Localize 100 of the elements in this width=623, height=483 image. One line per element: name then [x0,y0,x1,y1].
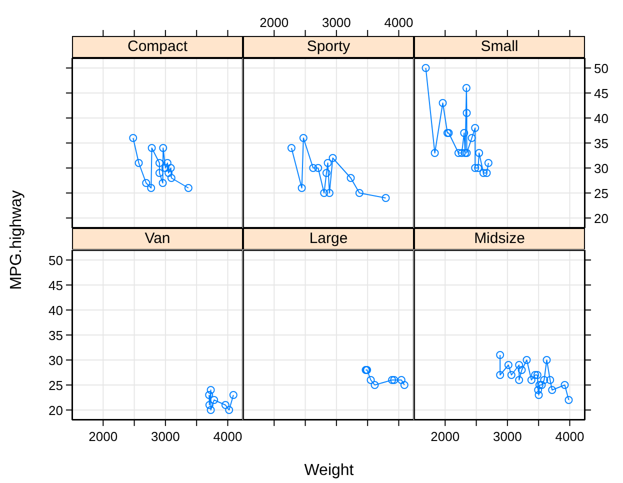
point [460,129,468,137]
point [515,376,524,384]
point [164,169,173,177]
point [147,184,156,192]
point [522,356,531,364]
y-tick-label: 50 [594,61,608,76]
point [548,386,556,394]
x-axis-title: Weight [303,462,355,480]
point [129,134,138,142]
y-tick-label: 30 [48,353,63,368]
x-tick-label: 2000 [260,15,289,30]
point [148,144,156,152]
point [564,396,573,404]
x-tick-label: 4000 [384,15,414,30]
point [533,371,542,379]
point [324,159,332,167]
point [518,366,526,374]
point [229,391,238,399]
point [538,381,546,389]
y-tick-label: 20 [48,403,63,418]
y-axis-title: MPG.highway [8,189,26,292]
point [468,134,476,142]
chart-title: Van [72,228,243,250]
point [507,371,516,379]
point [540,376,548,384]
point [534,386,542,394]
point [462,109,471,117]
y-tick-label: 20 [594,211,608,226]
point [535,381,544,389]
point [287,144,296,152]
point [134,159,143,167]
x-tick-label: 2000 [88,429,118,444]
point [158,179,167,187]
point [299,134,308,142]
point [479,169,488,177]
point [206,406,215,414]
point [298,184,306,192]
point [205,401,214,409]
x-tick-label: 2000 [430,429,460,444]
point [142,179,150,187]
chart-title: Large [243,228,414,250]
y-tick-label: 35 [594,136,608,151]
point [542,356,551,364]
x-tick-label: 3000 [322,15,351,30]
point [496,371,504,379]
point [167,174,176,182]
point [527,376,536,384]
point [422,64,430,72]
point [163,159,172,167]
point [482,169,491,177]
point [475,149,484,157]
point [471,124,480,132]
point [325,189,334,197]
point [155,159,164,167]
point [462,84,470,92]
y-tick-label: 35 [48,328,63,343]
y-tick-label: 45 [48,278,63,293]
point [309,164,318,172]
point [484,159,492,167]
point [346,174,355,182]
point [471,164,480,172]
y-tick-label: 50 [48,253,63,268]
y-tick-label: 30 [594,161,608,176]
y-tick-label: 40 [48,303,63,318]
chart-title: Sporty [243,36,414,58]
point [454,149,462,157]
point [225,406,234,414]
point [320,189,328,197]
point [458,149,466,157]
point [515,361,524,369]
y-tick-label: 25 [594,186,608,201]
point [221,401,230,409]
point [496,351,504,359]
chart-title: Compact [72,36,243,58]
point [546,376,554,384]
point [430,149,439,157]
x-tick-label: 4000 [555,429,584,444]
point [184,184,192,192]
y-tick-label: 25 [48,378,63,393]
point [210,396,218,404]
x-tick-label: 3000 [492,429,522,444]
point [382,194,390,202]
point [161,164,170,172]
point [328,154,337,162]
x-tick-label: 4000 [213,429,242,444]
point [474,164,482,172]
chart-title: Midsize [414,228,585,250]
point [206,386,215,394]
point [504,361,512,369]
point [314,164,322,172]
x-tick-label: 3000 [150,429,180,444]
point [355,189,364,197]
point [534,391,543,399]
point [560,381,569,389]
point [159,144,168,152]
y-tick-label: 40 [594,111,608,126]
chart-title: Small [414,36,585,58]
y-tick-label: 45 [594,86,608,101]
point [322,169,330,177]
point [155,169,164,177]
